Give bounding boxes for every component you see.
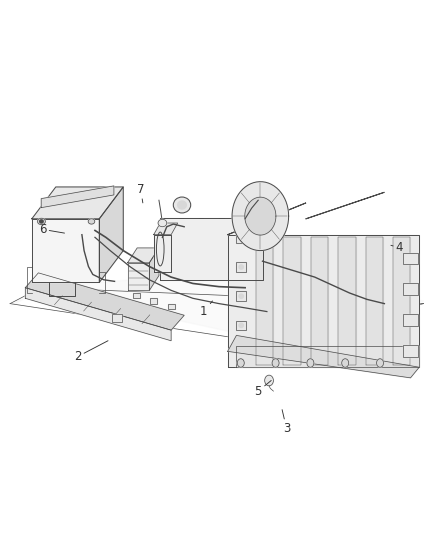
Ellipse shape bbox=[88, 219, 95, 224]
Polygon shape bbox=[311, 237, 328, 365]
Circle shape bbox=[377, 359, 384, 367]
Circle shape bbox=[272, 359, 279, 367]
Polygon shape bbox=[99, 187, 123, 282]
Polygon shape bbox=[32, 219, 99, 282]
Polygon shape bbox=[228, 235, 419, 367]
Circle shape bbox=[265, 375, 273, 386]
Bar bbox=[237, 292, 246, 301]
Polygon shape bbox=[232, 182, 289, 251]
Polygon shape bbox=[154, 223, 178, 235]
Ellipse shape bbox=[173, 197, 191, 213]
Bar bbox=[403, 314, 418, 326]
Polygon shape bbox=[228, 203, 306, 235]
Polygon shape bbox=[149, 248, 159, 290]
Polygon shape bbox=[25, 288, 171, 341]
Bar bbox=[133, 293, 140, 298]
Ellipse shape bbox=[239, 294, 244, 298]
Polygon shape bbox=[366, 237, 383, 365]
Bar bbox=[403, 284, 418, 295]
Polygon shape bbox=[10, 272, 424, 341]
Ellipse shape bbox=[239, 265, 244, 269]
Ellipse shape bbox=[158, 219, 167, 227]
Bar bbox=[113, 314, 122, 322]
Ellipse shape bbox=[239, 236, 244, 240]
Text: 7: 7 bbox=[137, 183, 145, 203]
Text: 1: 1 bbox=[200, 301, 212, 318]
Polygon shape bbox=[25, 273, 184, 330]
Ellipse shape bbox=[38, 218, 46, 224]
Polygon shape bbox=[306, 192, 385, 219]
Polygon shape bbox=[228, 335, 419, 378]
Bar bbox=[403, 314, 418, 326]
Text: 6: 6 bbox=[39, 223, 64, 236]
Bar bbox=[403, 345, 418, 357]
Polygon shape bbox=[32, 187, 123, 219]
Polygon shape bbox=[245, 197, 276, 235]
Bar bbox=[403, 284, 418, 295]
Text: 5: 5 bbox=[254, 381, 271, 398]
Ellipse shape bbox=[178, 201, 186, 209]
Polygon shape bbox=[237, 346, 419, 367]
Bar bbox=[168, 304, 175, 309]
Bar bbox=[237, 292, 246, 301]
Text: 2: 2 bbox=[74, 341, 108, 363]
Bar bbox=[403, 253, 418, 264]
Polygon shape bbox=[154, 235, 171, 272]
Polygon shape bbox=[127, 248, 159, 263]
Polygon shape bbox=[283, 237, 301, 365]
Bar bbox=[237, 233, 246, 243]
Polygon shape bbox=[41, 186, 114, 208]
Bar bbox=[113, 314, 122, 322]
Ellipse shape bbox=[40, 220, 43, 223]
Ellipse shape bbox=[239, 323, 244, 327]
Bar bbox=[237, 233, 246, 243]
Bar bbox=[403, 253, 418, 264]
Polygon shape bbox=[338, 237, 356, 365]
Polygon shape bbox=[256, 237, 273, 365]
Polygon shape bbox=[160, 218, 262, 280]
Text: 4: 4 bbox=[391, 241, 403, 254]
Ellipse shape bbox=[156, 232, 164, 266]
Text: 3: 3 bbox=[282, 410, 290, 435]
Bar bbox=[403, 345, 418, 357]
Polygon shape bbox=[393, 237, 410, 365]
Bar bbox=[237, 320, 246, 330]
Bar bbox=[237, 262, 246, 272]
Bar bbox=[168, 304, 175, 309]
Bar bbox=[237, 320, 246, 330]
Bar bbox=[150, 298, 157, 304]
Bar bbox=[150, 298, 157, 304]
Bar bbox=[237, 262, 246, 272]
Circle shape bbox=[342, 359, 349, 367]
Polygon shape bbox=[127, 263, 149, 290]
Circle shape bbox=[237, 359, 244, 367]
Circle shape bbox=[307, 359, 314, 367]
Bar bbox=[133, 293, 140, 298]
